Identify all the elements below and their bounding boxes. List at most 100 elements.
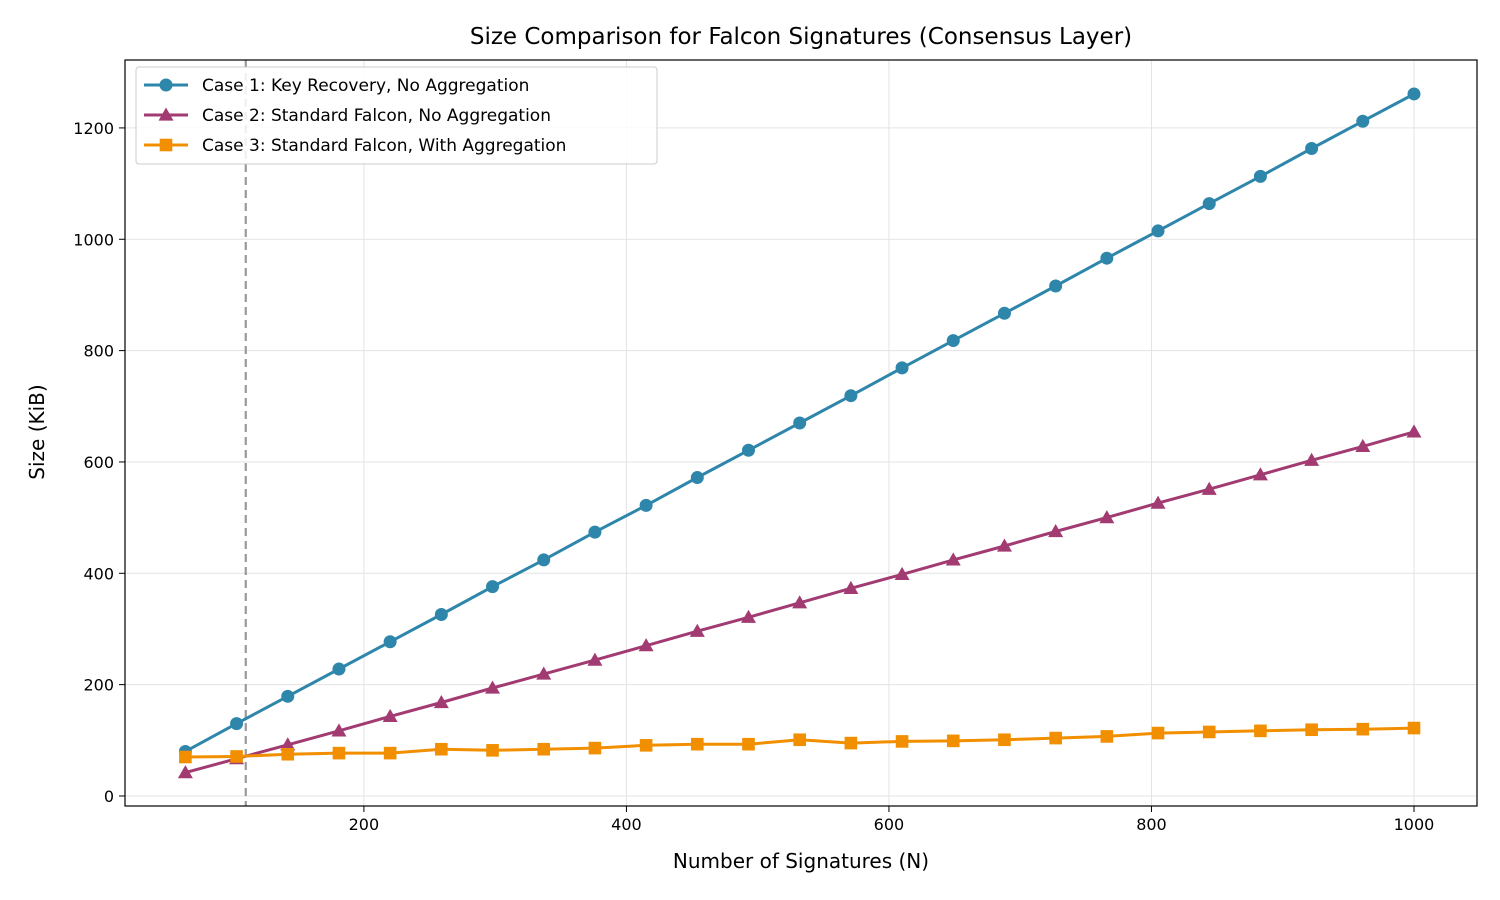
series-2-point xyxy=(587,652,603,666)
series-1-point xyxy=(1305,142,1319,156)
series-1-point xyxy=(1100,251,1114,265)
series-1-point xyxy=(383,635,397,649)
series-1-point xyxy=(1151,224,1165,238)
series-2-point xyxy=(996,538,1012,552)
series-3-point xyxy=(844,736,858,750)
y-tick-label: 400 xyxy=(83,564,114,583)
legend-item: Case 2: Standard Falcon, No Aggregation xyxy=(144,106,551,126)
series-1-point xyxy=(844,389,858,403)
series-2-point xyxy=(740,609,756,623)
series-1-point xyxy=(690,471,704,485)
series-3-point xyxy=(742,737,755,751)
y-tick-label: 1200 xyxy=(73,119,114,138)
series-1-point xyxy=(1202,197,1216,211)
y-tick-label: 1000 xyxy=(73,230,114,249)
x-tick-label: 600 xyxy=(874,815,905,834)
series-2-point xyxy=(843,580,859,594)
series-1-point xyxy=(230,717,244,731)
series-3-point xyxy=(1202,725,1216,739)
series-2-point xyxy=(945,552,961,566)
series-3-point xyxy=(537,742,551,756)
series-2 xyxy=(177,424,1422,779)
series-2-point xyxy=(177,765,193,779)
legend-marker xyxy=(159,78,173,92)
series-2-point xyxy=(1099,510,1115,524)
legend-label: Case 2: Standard Falcon, No Aggregation xyxy=(202,106,551,126)
x-axis-title: Number of Signatures (N) xyxy=(673,849,929,873)
series-2-point xyxy=(1304,452,1320,466)
series-3-point xyxy=(281,747,295,761)
series-3-point xyxy=(383,746,397,760)
series-1-point xyxy=(1356,114,1370,128)
series-1-point xyxy=(639,498,653,512)
series-3-point xyxy=(895,735,909,748)
x-tick-label: 400 xyxy=(611,815,642,834)
series-2-point xyxy=(382,708,398,722)
legend-item: Case 3: Standard Falcon, With Aggregatio… xyxy=(144,136,566,156)
series-2-point xyxy=(1355,438,1371,452)
series-3-point xyxy=(179,750,192,764)
y-tick-label: 0 xyxy=(104,787,114,806)
series-3-point xyxy=(486,744,499,757)
series-3-point xyxy=(435,742,448,756)
plot-frame xyxy=(124,59,1478,807)
series-3-point xyxy=(998,733,1011,747)
series-2-point xyxy=(280,737,296,751)
series-2-point xyxy=(1406,424,1422,438)
series-1-point xyxy=(281,689,295,703)
series-2-point xyxy=(1048,524,1064,538)
y-tick-label: 600 xyxy=(83,453,114,472)
legend-marker xyxy=(158,107,174,121)
series-2-point xyxy=(1252,467,1268,481)
series-2-point xyxy=(485,680,501,694)
series-2-point xyxy=(638,638,654,652)
y-tick-label: 800 xyxy=(83,342,114,361)
series-3-point xyxy=(332,746,346,760)
x-tick-label: 200 xyxy=(349,815,380,834)
legend: Case 1: Key Recovery, No Aggregation Case… xyxy=(135,66,658,165)
series-3-point xyxy=(1254,724,1267,738)
series-1-point xyxy=(486,580,500,594)
series-3-point xyxy=(639,739,653,752)
series-3-point xyxy=(1049,731,1062,745)
grid xyxy=(125,60,1477,806)
y-tick-label: 200 xyxy=(83,676,114,695)
series-3-point xyxy=(1151,726,1165,740)
series-2-point xyxy=(331,723,347,737)
series-3-point xyxy=(1305,723,1318,737)
axis-ticks: 200 400 600 800 1000 0 200 400 600 800 1000 1200 xyxy=(73,119,1434,834)
chart-title: Size Comparison for Falcon Signatures (C… xyxy=(470,24,1132,50)
series-3-point xyxy=(1356,722,1370,736)
series-2-point xyxy=(536,666,552,680)
series-3-point xyxy=(588,741,602,755)
legend-label: Case 1: Key Recovery, No Aggregation xyxy=(202,76,529,96)
series-1-point xyxy=(895,361,909,375)
series-1-point xyxy=(997,306,1011,320)
series-1-point xyxy=(1253,169,1267,183)
series-3-point xyxy=(946,734,960,748)
series-2-point xyxy=(792,595,808,609)
series-3-point xyxy=(691,737,704,751)
series-2-point xyxy=(689,623,705,637)
series-1-point xyxy=(537,553,551,567)
series-1-point xyxy=(434,607,448,621)
legend-item: Case 1: Key Recovery, No Aggregation xyxy=(144,76,529,96)
legend-label: Case 3: Standard Falcon, With Aggregatio… xyxy=(202,136,566,156)
y-axis-title: Size (KiB) xyxy=(25,384,49,479)
series-1 xyxy=(178,87,1421,758)
legend-marker xyxy=(159,138,173,152)
series-1-point xyxy=(946,334,960,348)
x-tick-label: 1000 xyxy=(1394,815,1435,834)
series-2-point xyxy=(1201,481,1217,495)
legend-box xyxy=(135,66,658,165)
series-2-point xyxy=(894,566,910,581)
series-layer xyxy=(177,87,1422,779)
x-tick-label: 800 xyxy=(1136,815,1167,834)
series-2-point xyxy=(433,694,449,709)
series-1-point xyxy=(588,525,602,539)
series-3-point xyxy=(793,733,806,747)
series-3-point xyxy=(230,750,243,763)
series-3 xyxy=(179,721,1421,764)
series-1-point xyxy=(793,416,807,430)
